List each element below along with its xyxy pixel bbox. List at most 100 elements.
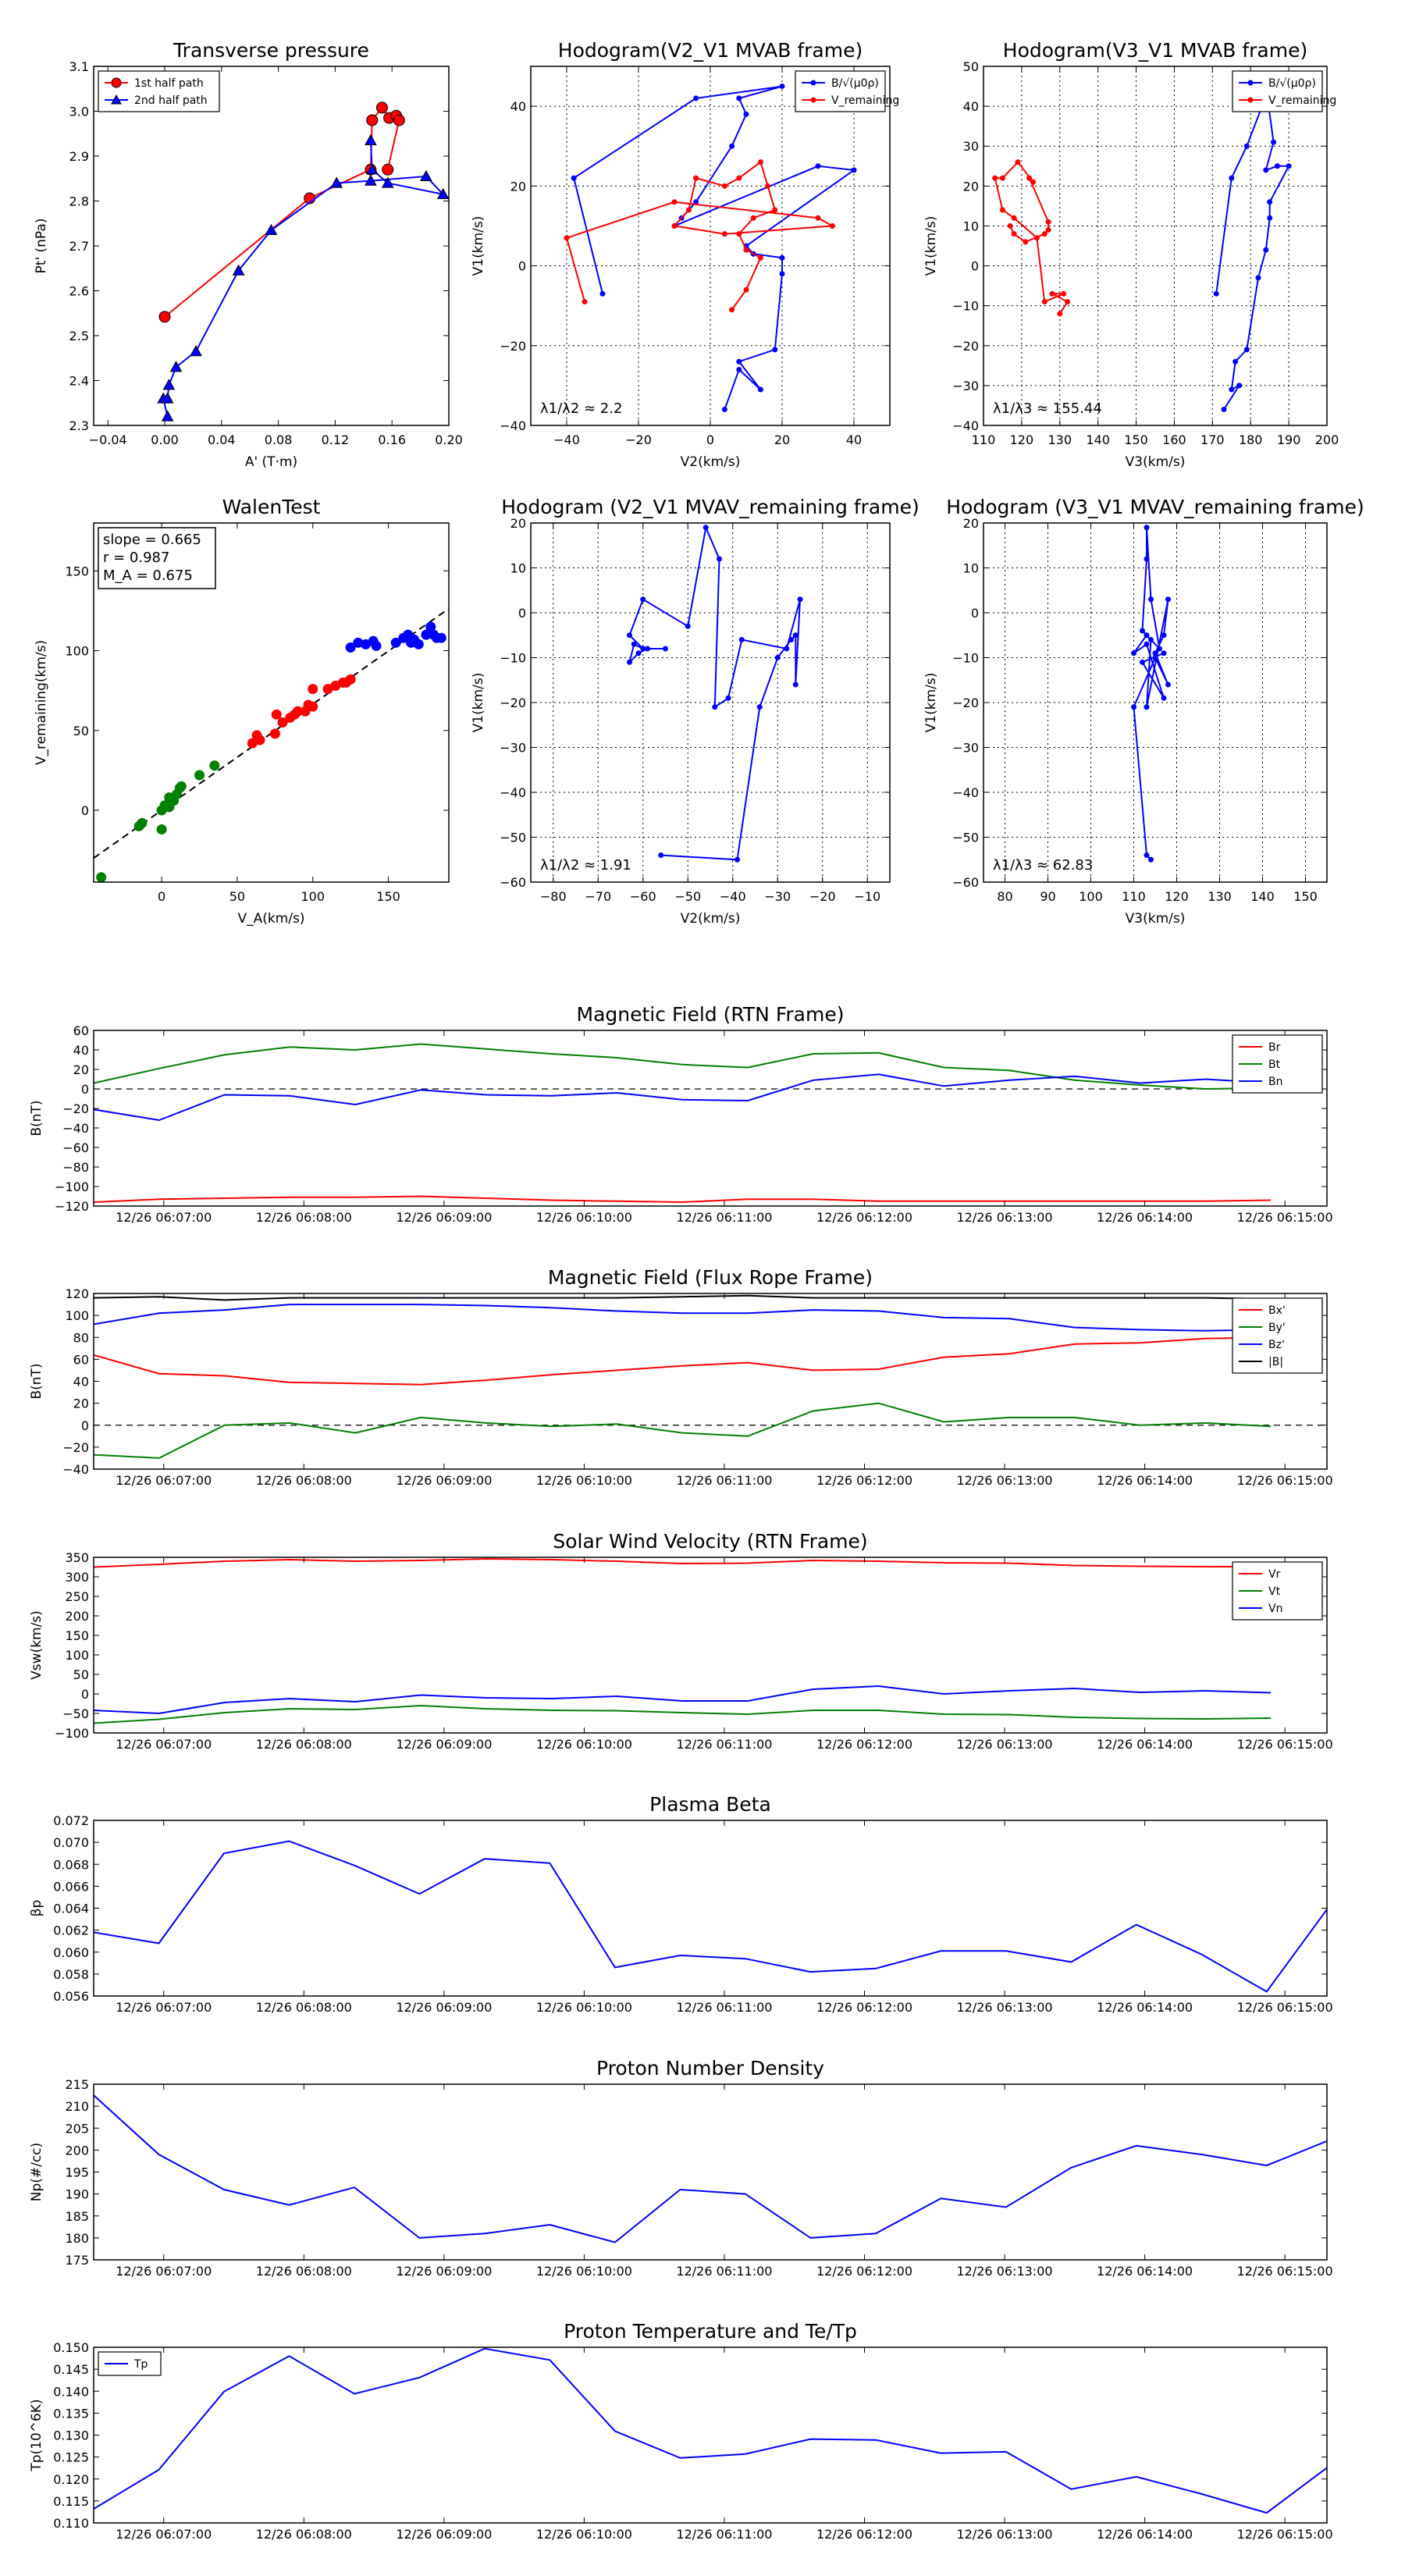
data-point [1229, 175, 1235, 181]
legend-marker [111, 94, 122, 105]
data-point [1263, 167, 1269, 173]
x-tick-label: 12/26 06:15:00 [1237, 1737, 1333, 1752]
y-tick-label: 210 [65, 2099, 89, 2114]
data-point [772, 207, 778, 213]
x-tick-label: 12/26 06:08:00 [256, 1737, 352, 1752]
x-tick-label: 12/26 06:09:00 [396, 2264, 492, 2279]
x-tick-label: 12/26 06:08:00 [256, 2527, 352, 2542]
plot-area [94, 2347, 1327, 2514]
x-tick-label: −70 [585, 889, 611, 904]
series-line-Vr [94, 1557, 1272, 1568]
x-tick-label: 12/26 06:14:00 [1097, 2527, 1193, 2542]
data-point [627, 659, 632, 665]
data-point [1243, 143, 1250, 149]
panel-title: Transverse pressure [173, 39, 369, 62]
series-line-Vn [94, 1685, 1272, 1715]
y-tick-label: 60 [73, 1352, 89, 1367]
x-tick-label: 100 [1079, 889, 1103, 904]
series-line-B-0- [573, 85, 856, 410]
series-line-V-remaining [994, 161, 1069, 315]
plot-area [992, 84, 1292, 413]
y-tick-label: 0 [971, 259, 979, 274]
series-line-B-0- [1215, 86, 1290, 411]
data-point [162, 379, 176, 390]
stats-line: slope = 0.665 [103, 532, 201, 548]
y-tick-label: −10 [952, 651, 979, 666]
axes-frame [983, 66, 1328, 426]
y-tick-label: 190 [65, 2187, 89, 2202]
y-axis-label: βp [29, 1900, 44, 1917]
data-point [631, 641, 637, 647]
data-point [792, 632, 799, 639]
data-point [738, 637, 745, 642]
data-point [685, 207, 692, 213]
y-tick-label: 2.5 [69, 329, 89, 343]
y-tick-label: 50 [963, 59, 979, 74]
y-tick-label: 175 [65, 2253, 89, 2268]
data-point [743, 111, 749, 117]
x-tick-label: 0.16 [378, 432, 406, 447]
legend-marker [111, 77, 122, 88]
x-tick-label: 12/26 06:13:00 [957, 2000, 1053, 2015]
data-point [1144, 525, 1150, 531]
panel-hr2: Hodogram (V2_V1 MVAV_remaining frame) −60… [471, 496, 919, 927]
x-tick-label: 180 [1239, 432, 1263, 447]
data-point [436, 187, 449, 199]
y-tick-label: 150 [65, 1628, 89, 1643]
x-tick-label: 150 [1293, 889, 1318, 904]
x-tick-label: 12/26 06:07:00 [116, 2264, 212, 2279]
data-point [169, 361, 183, 372]
y-axis-label: V_remaining(km/s) [34, 640, 49, 765]
data-point [693, 95, 699, 101]
x-tick-label: 12/26 06:12:00 [816, 1210, 912, 1225]
x-tick-label: 12/26 06:15:00 [1237, 1473, 1333, 1488]
y-tick-label: 0.056 [53, 1989, 89, 2004]
data-point [717, 556, 722, 562]
data-point [1045, 227, 1051, 233]
x-tick-label: −30 [764, 889, 791, 904]
data-point [743, 247, 749, 253]
x-axis-label: V2(km/s) [681, 911, 741, 927]
stats-line: r = 0.987 [103, 550, 169, 566]
y-tick-label: 0 [81, 1082, 89, 1097]
data-point [571, 175, 577, 181]
x-tick-label: 12/26 06:09:00 [396, 1737, 492, 1752]
y-tick-label: −20 [62, 1440, 89, 1455]
data-point [1144, 632, 1150, 639]
data-point [671, 199, 678, 205]
x-tick-label: 120 [1010, 432, 1034, 447]
x-axis-label: V2(km/s) [681, 454, 741, 470]
series-line-Bn [94, 1073, 1272, 1122]
data-point [371, 640, 382, 651]
y-tick-label: −60 [500, 875, 526, 890]
series-line-Br [94, 1195, 1272, 1204]
y-tick-label: 40 [510, 99, 526, 114]
y-tick-label: 0.110 [53, 2516, 89, 2531]
panel-title: Plasma Beta [649, 1793, 771, 1816]
data-point [671, 222, 678, 229]
x-tick-label: 100 [301, 889, 325, 904]
y-tick-label: 100 [65, 1308, 89, 1323]
y-tick-label: −50 [62, 1706, 89, 1721]
data-point [1165, 681, 1171, 688]
y-tick-label: 80 [73, 1330, 89, 1345]
x-tick-label: 140 [1086, 432, 1110, 447]
y-axis-label: Vsw(km/s) [29, 1610, 44, 1680]
y-tick-label: 0 [518, 606, 526, 621]
y-tick-label: 0 [518, 259, 526, 274]
y-tick-label: 0.125 [53, 2450, 89, 2465]
data-point [1236, 382, 1243, 389]
data-point [1065, 299, 1071, 305]
x-tick-label: 12/26 06:13:00 [957, 1737, 1053, 1752]
data-point [194, 770, 205, 781]
panel-tp: Transverse pressure 2.3 2.4 2.5 2.6 2.7 2.8 2.9… [34, 39, 463, 470]
legend-label: B/√(μ0ρ) [1268, 77, 1316, 90]
y-tick-label: 0.070 [53, 1835, 89, 1850]
y-tick-label: −120 [55, 1199, 89, 1214]
y-tick-label: 60 [73, 1023, 89, 1038]
x-tick-label: −0.04 [89, 432, 127, 447]
x-tick-label: 12/26 06:08:00 [256, 2000, 352, 2015]
data-point [1144, 641, 1150, 647]
y-axis-label: Pt' (nPa) [34, 219, 49, 274]
x-tick-label: 12/26 06:07:00 [116, 1473, 212, 1488]
